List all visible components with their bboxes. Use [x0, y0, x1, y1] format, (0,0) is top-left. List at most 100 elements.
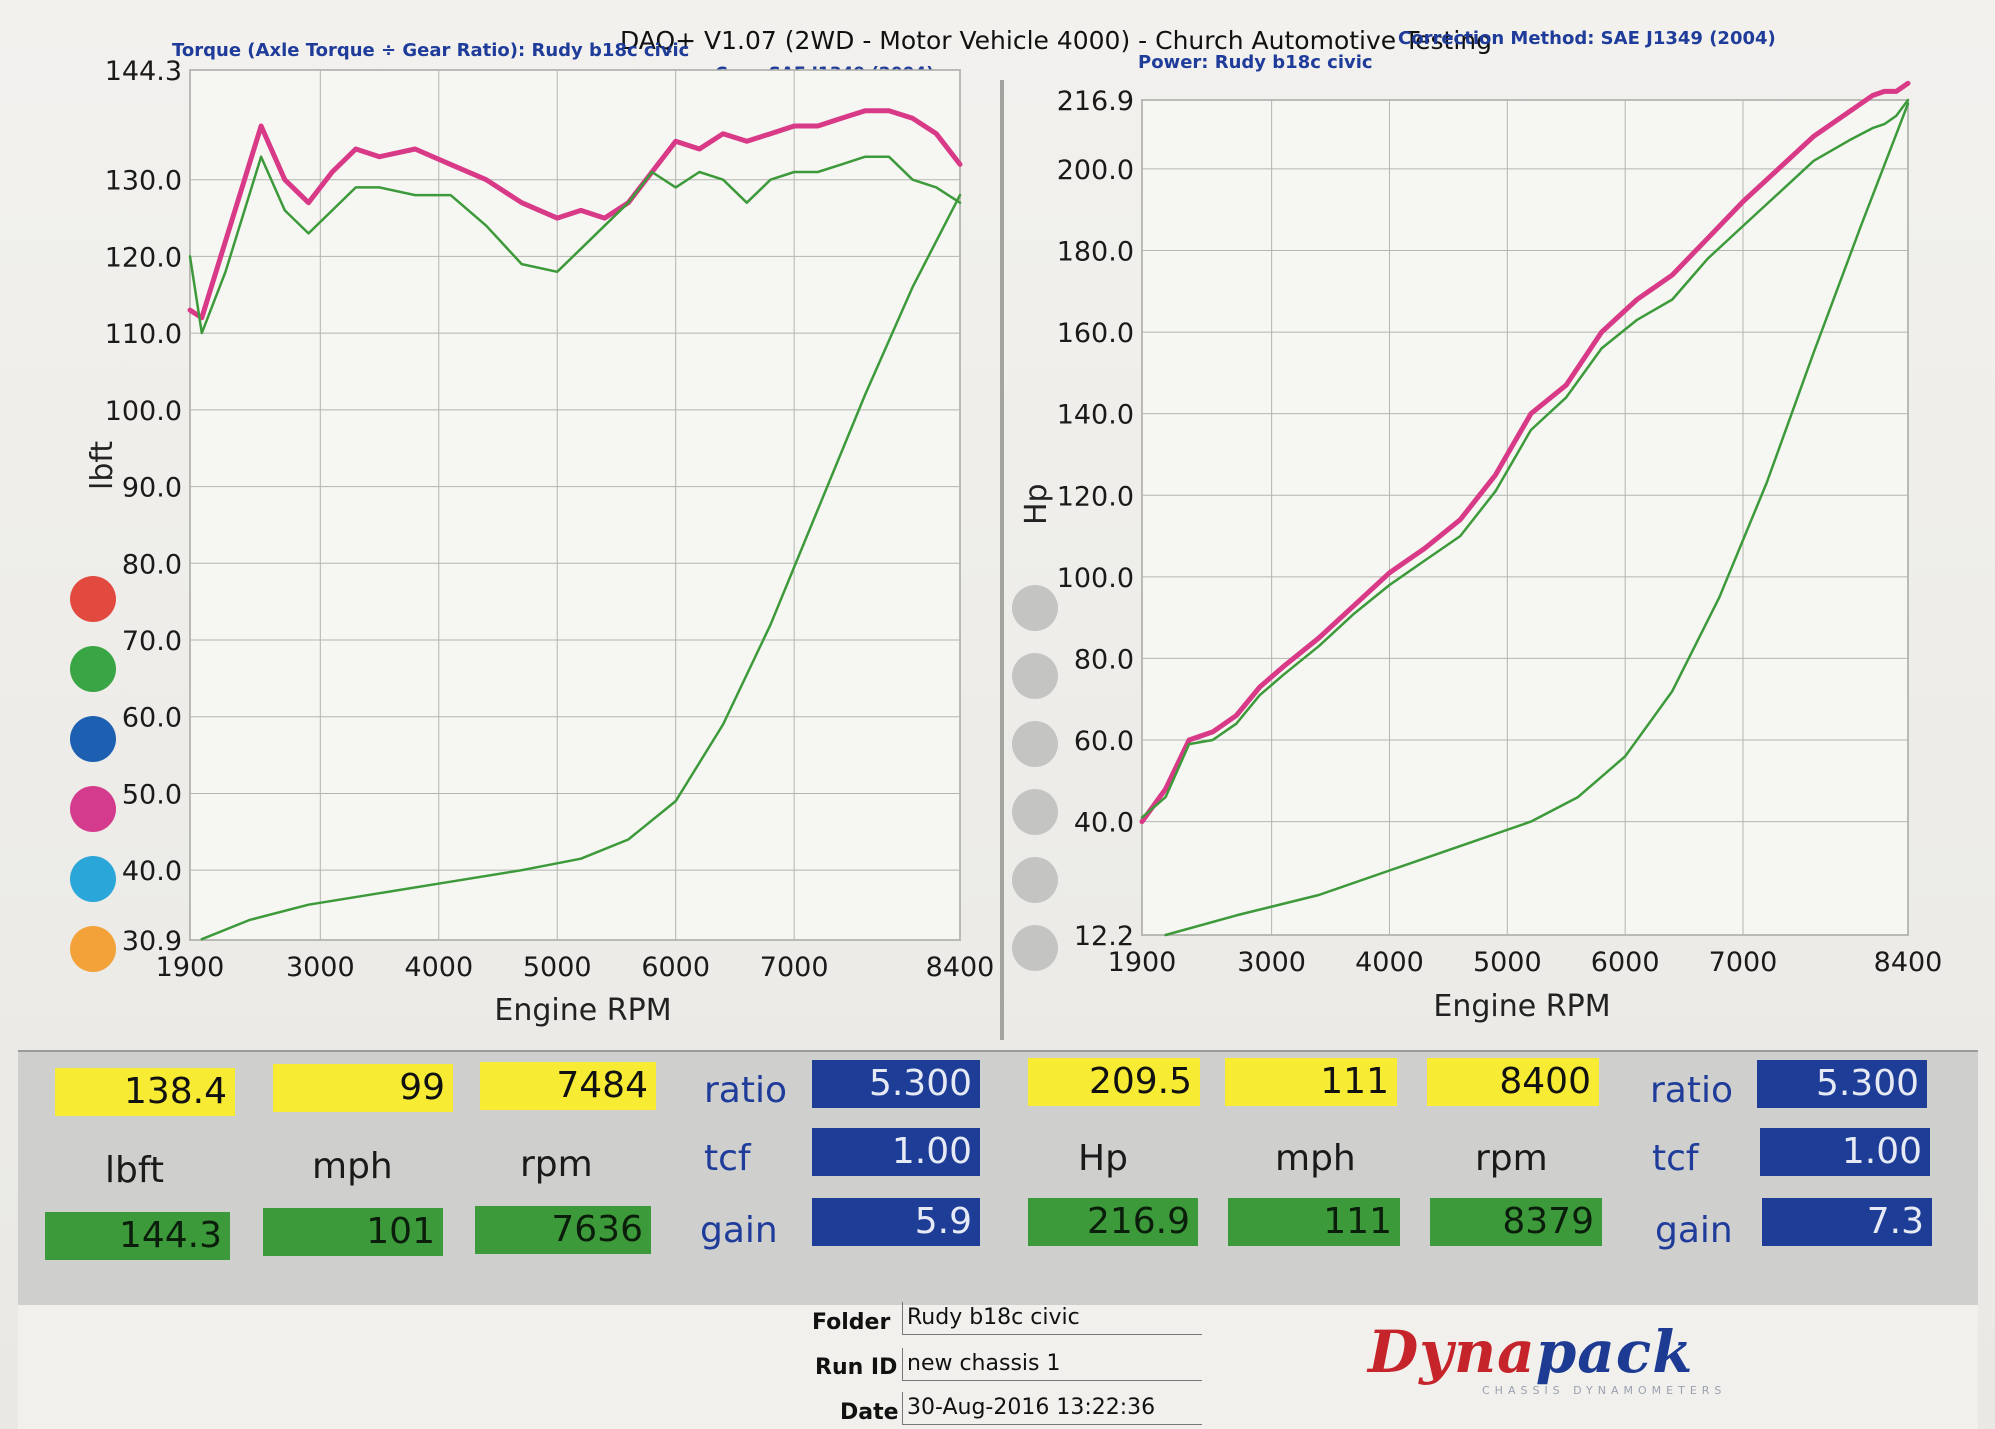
torque-x-tick-label: 7000 [760, 952, 829, 983]
torque-y-tick-label: 60.0 [122, 703, 182, 734]
torque-unit-mph: mph [312, 1146, 393, 1187]
date-label: Date [840, 1400, 899, 1425]
legend-dot[interactable] [70, 716, 116, 762]
torque-y-tick-label: 130.0 [105, 166, 182, 197]
torque-y-axis-label: lbft [85, 441, 120, 490]
torque-ratio-label: ratio [704, 1070, 788, 1111]
power-x-tick-label: 3000 [1237, 947, 1306, 978]
runid-label: Run ID [815, 1355, 898, 1380]
power-x-tick-label: 4000 [1355, 947, 1424, 978]
power-unit-hp: Hp [1078, 1138, 1128, 1179]
torque-y-tick-label: 144.3 [105, 56, 182, 87]
run-info-footer [18, 1305, 1978, 1429]
power-y-tick-label: 60.0 [1074, 726, 1134, 757]
torque-grid [189, 69, 961, 941]
torque-x-axis-label: Engine RPM [494, 993, 671, 1028]
power-y-tick-label: 200.0 [1057, 155, 1134, 186]
power-y-tick-label: 140.0 [1057, 400, 1134, 431]
power-x-tick-label: 6000 [1591, 947, 1660, 978]
power-ratio-value: 5.300 [1757, 1060, 1927, 1108]
torque-unit-rpm: rpm [520, 1144, 593, 1185]
logo-blue-text: pack [1535, 1318, 1694, 1386]
torque-x-tick-label: 4000 [404, 952, 473, 983]
torque-peak-rpm: 7636 [475, 1206, 651, 1254]
torque-gain-label: gain [700, 1210, 778, 1251]
power-y-tick-label: 40.0 [1074, 808, 1134, 839]
folder-value: Rudy b18c civic [902, 1302, 1202, 1335]
torque-chart: 30.9 40.0 50.0 60.0 70.0 80.0 90.0 100.0 110.0 12… [85, 56, 995, 1028]
torque-series-line-3 [200, 193, 962, 941]
power-peak-rpm: 8379 [1430, 1198, 1602, 1246]
power-x-axis-label: Engine RPM [1433, 989, 1610, 1024]
torque-x-tick-label: 5000 [523, 952, 592, 983]
legend-dot[interactable] [70, 646, 116, 692]
power-tcf-value: 1.00 [1760, 1128, 1930, 1176]
legend-dot[interactable] [1012, 721, 1058, 767]
torque-gain-value: 5.9 [812, 1198, 980, 1246]
report-title: DAQ+ V1.07 (2WD - Motor Vehicle 4000) - … [620, 26, 1492, 55]
legend-dot[interactable] [70, 926, 116, 972]
power-y-tick-label: 160.0 [1057, 318, 1134, 349]
power-y-tick-label: 12.2 [1074, 921, 1134, 952]
dynapack-logo: Dynapack [1368, 1318, 1693, 1386]
power-readout-hp: 209.5 [1028, 1058, 1200, 1106]
torque-x-tick-label: 6000 [641, 952, 710, 983]
logo-red-text: Dyna [1368, 1318, 1536, 1386]
torque-readout-mph: 99 [273, 1064, 453, 1112]
torque-y-tick-label: 80.0 [122, 549, 182, 580]
logo-subtitle: CHASSIS DYNAMOMETERS [1482, 1384, 1727, 1397]
chart-divider [1000, 80, 1004, 1040]
legend-dot[interactable] [1012, 857, 1058, 903]
power-subtitle: Power: Rudy b18c civic [1138, 52, 1373, 73]
torque-y-tick-label: 90.0 [122, 473, 182, 504]
power-plot-area [1141, 99, 1909, 936]
power-y-tick-label: 80.0 [1074, 644, 1134, 675]
power-y-ticks: 12.2 40.0 60.0 80.0 100.0 120.0 140.0 160.0 180.… [1057, 86, 1134, 952]
power-unit-rpm: rpm [1475, 1138, 1548, 1179]
torque-peak-lbft: 144.3 [45, 1212, 230, 1260]
runid-value: new chassis 1 [902, 1348, 1202, 1381]
torque-y-tick-label: 100.0 [105, 396, 182, 427]
power-y-tick-label: 100.0 [1057, 563, 1134, 594]
power-x-ticks: 1900 3000 4000 5000 6000 7000 8400 [1108, 947, 1943, 978]
power-tcf-label: tcf [1652, 1138, 1699, 1179]
legend-dot[interactable] [1012, 653, 1058, 699]
power-y-tick-label: 216.9 [1057, 86, 1134, 117]
power-readout-rpm: 8400 [1427, 1058, 1599, 1106]
legend-dot[interactable] [1012, 925, 1058, 971]
legend-dot[interactable] [70, 786, 116, 832]
torque-y-tick-label: 110.0 [105, 319, 182, 350]
torque-x-ticks: 1900 3000 4000 5000 6000 7000 8400 [156, 952, 995, 983]
torque-y-tick-label: 40.0 [122, 856, 182, 887]
legend-dot[interactable] [1012, 585, 1058, 631]
torque-y-tick-label: 30.9 [122, 926, 182, 957]
power-series [1139, 80, 1911, 937]
power-gain-value: 7.3 [1762, 1198, 1932, 1246]
legend-dot[interactable] [70, 576, 116, 622]
legend-dot[interactable] [1012, 789, 1058, 835]
power-unit-mph: mph [1275, 1138, 1356, 1179]
correction-method: Correction Method: SAE J1349 (2004) [1398, 28, 1776, 49]
torque-readout-lbft: 138.4 [55, 1068, 235, 1116]
legend-dot[interactable] [70, 856, 116, 902]
power-x-tick-label: 7000 [1709, 947, 1778, 978]
power-y-tick-label: 120.0 [1057, 481, 1134, 512]
torque-peak-mph: 101 [263, 1208, 443, 1256]
torque-y-tick-label: 50.0 [122, 779, 182, 810]
torque-y-ticks: 30.9 40.0 50.0 60.0 70.0 80.0 90.0 100.0 110.0 12… [105, 56, 182, 957]
power-grid [1141, 99, 1909, 936]
power-series-line-3 [1164, 102, 1910, 937]
power-peak-hp: 216.9 [1028, 1198, 1198, 1246]
folder-label: Folder [812, 1310, 891, 1335]
power-x-tick-label: 8400 [1874, 947, 1943, 978]
torque-y-tick-label: 70.0 [122, 626, 182, 657]
date-value: 30-Aug-2016 13:22:36 [902, 1392, 1202, 1425]
power-y-axis-label: Hp [1019, 483, 1054, 525]
torque-series-line-2 [188, 155, 962, 335]
torque-plot-area [189, 69, 961, 941]
power-series-line-2 [1140, 98, 1910, 819]
power-x-tick-label: 5000 [1473, 947, 1542, 978]
torque-subtitle: Torque (Axle Torque ÷ Gear Ratio): Rudy … [172, 40, 690, 61]
torque-ratio-value: 5.300 [812, 1060, 980, 1108]
torque-x-tick-label: 3000 [286, 952, 355, 983]
